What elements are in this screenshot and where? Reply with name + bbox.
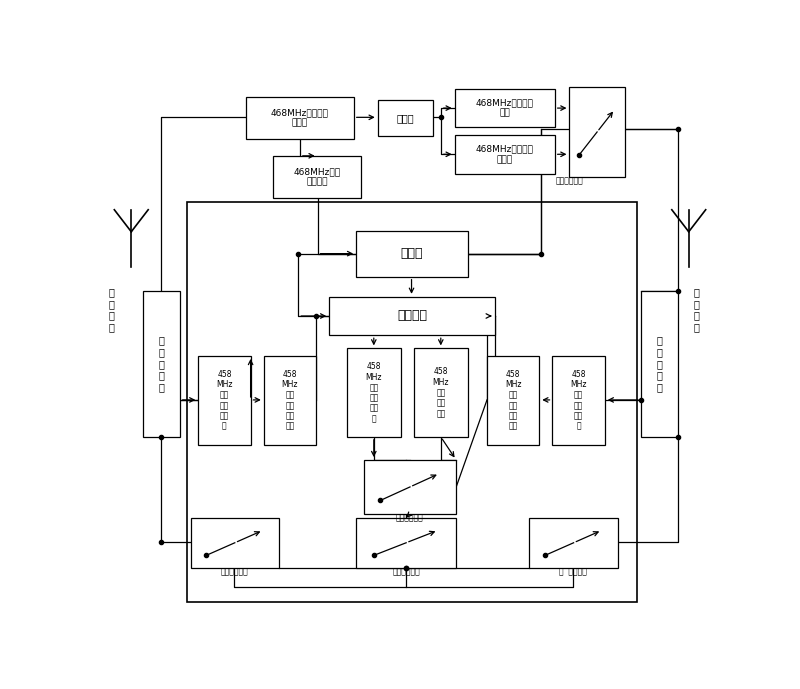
Bar (570, 87, 625, 177)
Bar (143, 291, 180, 437)
Text: 458
MHz
上行
低噪
放大
器: 458 MHz 上行 低噪 放大 器 (570, 370, 587, 431)
Bar (190, 517, 279, 568)
Bar (414, 349, 468, 437)
Bar (347, 349, 401, 437)
Text: 458
MHz
下行
低噪
放大
器: 458 MHz 下行 低噪 放大 器 (216, 370, 233, 431)
Text: 二合路器: 二合路器 (397, 309, 427, 322)
Bar (454, 135, 554, 174)
Bar (487, 356, 539, 444)
Text: 第
二
双
工
器: 第 二 双 工 器 (657, 336, 662, 392)
Bar (378, 100, 433, 136)
Text: 施
主
天
线: 施 主 天 线 (108, 287, 114, 332)
Bar (273, 156, 362, 198)
Text: 第三射频开关: 第三射频开关 (392, 567, 420, 576)
Bar (356, 231, 468, 277)
Text: 第  射频开关: 第 射频开关 (559, 567, 587, 576)
Text: 第四射频开关: 第四射频开关 (396, 513, 424, 522)
Bar (329, 297, 494, 336)
Text: 覆
发
天
线: 覆 发 天 线 (694, 287, 699, 332)
Text: 第一射频开关: 第一射频开关 (221, 567, 248, 576)
Text: 控制器: 控制器 (401, 247, 423, 260)
Bar (186, 202, 637, 602)
Bar (246, 96, 354, 139)
Text: 468MHz输入
检测电路: 468MHz输入 检测电路 (294, 167, 341, 187)
Text: 458
MHz
上行
输入
检测
电路: 458 MHz 上行 输入 检测 电路 (505, 370, 522, 431)
Bar (264, 356, 316, 444)
Text: 458
MHz
下行
输入
检测
电路: 458 MHz 下行 输入 检测 电路 (282, 370, 298, 431)
Text: 468MHz下行低噪
放大器: 468MHz下行低噪 放大器 (271, 108, 329, 127)
Text: 458
MHz
主功
率放
大器: 458 MHz 主功 率放 大器 (433, 367, 449, 418)
Text: 功分器: 功分器 (397, 113, 414, 123)
Bar (553, 356, 605, 444)
Bar (454, 89, 554, 127)
Text: 468MHz备用功率
放大器: 468MHz备用功率 放大器 (476, 145, 534, 164)
Text: 458
MHz
备用
功率
放大
器: 458 MHz 备用 功率 放大 器 (366, 362, 382, 423)
Text: 第五射频开关: 第五射频开关 (555, 177, 583, 186)
Bar (198, 356, 250, 444)
Text: 第
一
双
工
器: 第 一 双 工 器 (158, 336, 164, 392)
Text: 468MHz主功率放
大器: 468MHz主功率放 大器 (476, 99, 534, 118)
Bar (641, 291, 678, 437)
Bar (364, 460, 456, 514)
Bar (530, 517, 618, 568)
Bar (356, 517, 456, 568)
